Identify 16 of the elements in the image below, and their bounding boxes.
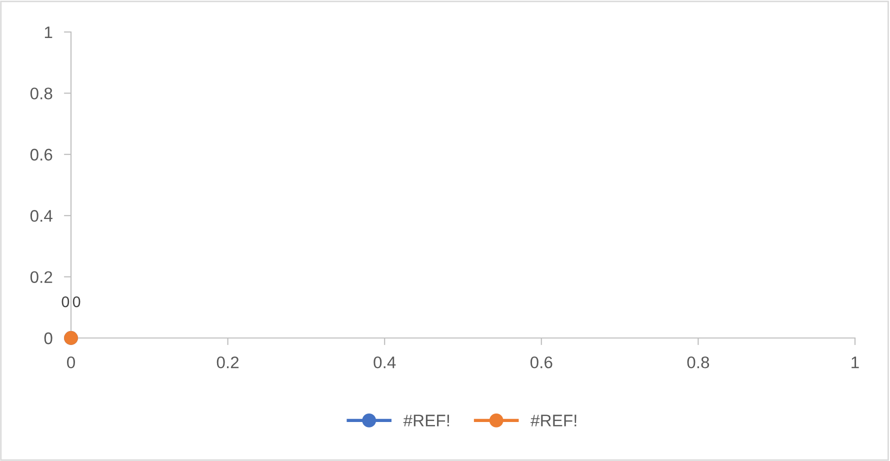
y-tick-label: 0.6	[30, 148, 52, 161]
data-label: 0	[72, 296, 80, 308]
legend-label: #REF!	[530, 414, 576, 426]
y-tick-label: 0.8	[30, 88, 52, 100]
y-tick-label: 1	[44, 26, 52, 38]
legend-label: #REF!	[403, 414, 449, 426]
y-tick-label: 0.2	[30, 271, 52, 284]
data-label: 0	[62, 296, 70, 308]
x-tick-label: 0.4	[374, 356, 396, 368]
x-tick-label: 0	[67, 356, 75, 368]
x-tick-label: 1	[852, 356, 859, 368]
x-tick-label: 0.2	[216, 356, 239, 368]
x-tick-label: 0.6	[530, 356, 552, 368]
x-tick-label: 0.8	[687, 356, 710, 368]
y-tick-label: 0.4	[30, 210, 52, 222]
y-tick-label: 0	[44, 332, 52, 344]
